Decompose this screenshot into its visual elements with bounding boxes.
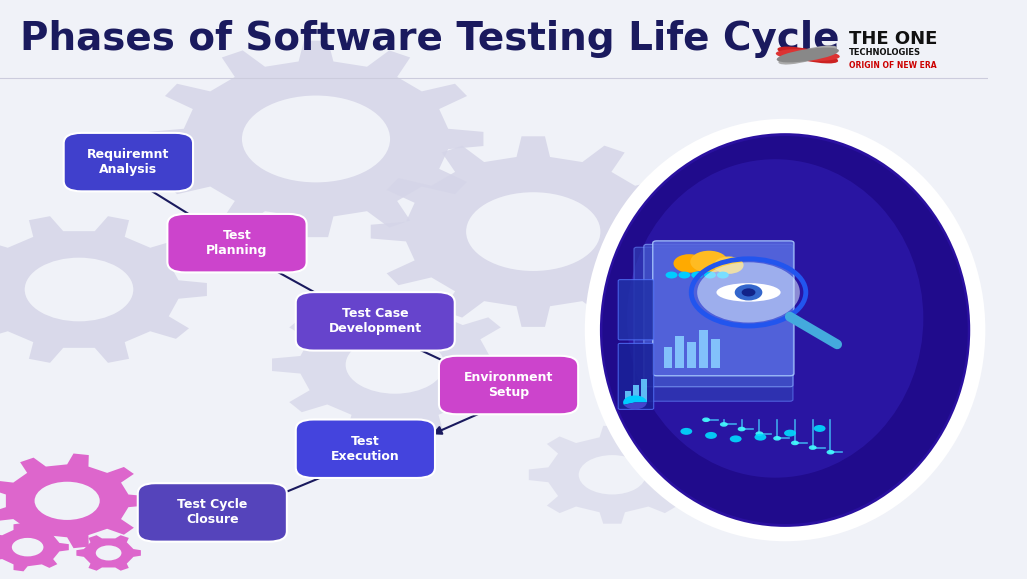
FancyBboxPatch shape: [296, 292, 455, 351]
Circle shape: [674, 254, 706, 273]
Circle shape: [691, 272, 703, 278]
Ellipse shape: [627, 159, 923, 478]
Text: THE ONE: THE ONE: [849, 30, 938, 48]
Text: Test
Planning: Test Planning: [206, 229, 268, 257]
Circle shape: [809, 445, 816, 450]
Text: Phases of Software Testing Life Cycle: Phases of Software Testing Life Cycle: [20, 20, 839, 58]
Bar: [711, 339, 720, 368]
Text: Environment
Setup: Environment Setup: [464, 371, 554, 399]
Circle shape: [12, 538, 43, 556]
FancyBboxPatch shape: [634, 247, 793, 401]
Ellipse shape: [600, 133, 971, 527]
Ellipse shape: [603, 136, 967, 524]
Wedge shape: [623, 395, 647, 405]
FancyBboxPatch shape: [653, 241, 794, 376]
Ellipse shape: [776, 47, 839, 63]
Circle shape: [720, 422, 728, 427]
Circle shape: [773, 436, 782, 441]
Circle shape: [737, 427, 746, 431]
FancyBboxPatch shape: [296, 419, 435, 478]
FancyBboxPatch shape: [439, 356, 578, 415]
Ellipse shape: [717, 283, 781, 302]
Polygon shape: [371, 136, 695, 327]
Circle shape: [702, 417, 710, 422]
Circle shape: [35, 482, 100, 520]
Circle shape: [346, 336, 445, 394]
Circle shape: [717, 272, 729, 278]
Polygon shape: [0, 523, 69, 571]
Text: Test Cycle
Closure: Test Cycle Closure: [177, 499, 248, 526]
FancyBboxPatch shape: [618, 343, 654, 409]
Circle shape: [242, 96, 390, 182]
Circle shape: [96, 545, 121, 560]
Ellipse shape: [777, 46, 838, 64]
Circle shape: [706, 432, 717, 439]
Circle shape: [466, 192, 601, 271]
Wedge shape: [623, 402, 647, 409]
Text: Test Case
Development: Test Case Development: [329, 307, 422, 335]
FancyBboxPatch shape: [618, 280, 654, 340]
Bar: [676, 336, 684, 368]
Circle shape: [578, 455, 646, 494]
Bar: [687, 342, 696, 368]
Circle shape: [741, 288, 756, 296]
Circle shape: [697, 262, 800, 323]
Circle shape: [827, 450, 835, 455]
Bar: [663, 347, 673, 368]
Text: ORIGIN OF NEW ERA: ORIGIN OF NEW ERA: [849, 61, 937, 70]
Ellipse shape: [587, 122, 983, 538]
Bar: [625, 391, 631, 402]
Text: Requiremnt
Analysis: Requiremnt Analysis: [87, 148, 169, 176]
FancyBboxPatch shape: [644, 244, 793, 387]
Polygon shape: [272, 294, 518, 435]
Text: TECHNOLOGIES: TECHNOLOGIES: [849, 47, 921, 57]
Circle shape: [665, 272, 678, 278]
Polygon shape: [76, 535, 141, 571]
Circle shape: [730, 435, 741, 442]
Polygon shape: [149, 41, 484, 237]
Circle shape: [791, 441, 799, 445]
Circle shape: [714, 256, 744, 274]
Bar: [633, 385, 639, 402]
Circle shape: [755, 434, 766, 441]
Circle shape: [681, 428, 692, 435]
Polygon shape: [0, 453, 148, 548]
Circle shape: [756, 431, 763, 436]
Bar: [699, 330, 708, 368]
Circle shape: [705, 272, 716, 278]
Ellipse shape: [778, 46, 837, 64]
FancyBboxPatch shape: [138, 483, 287, 542]
Ellipse shape: [775, 49, 840, 61]
Circle shape: [679, 272, 690, 278]
Circle shape: [784, 430, 796, 437]
Circle shape: [734, 284, 762, 301]
Text: Test
Execution: Test Execution: [331, 435, 400, 463]
Circle shape: [25, 258, 134, 321]
Circle shape: [813, 425, 826, 432]
FancyBboxPatch shape: [167, 214, 307, 273]
Bar: [641, 379, 647, 402]
Polygon shape: [529, 426, 695, 524]
Circle shape: [690, 251, 728, 273]
FancyBboxPatch shape: [64, 133, 193, 192]
Polygon shape: [0, 216, 206, 363]
